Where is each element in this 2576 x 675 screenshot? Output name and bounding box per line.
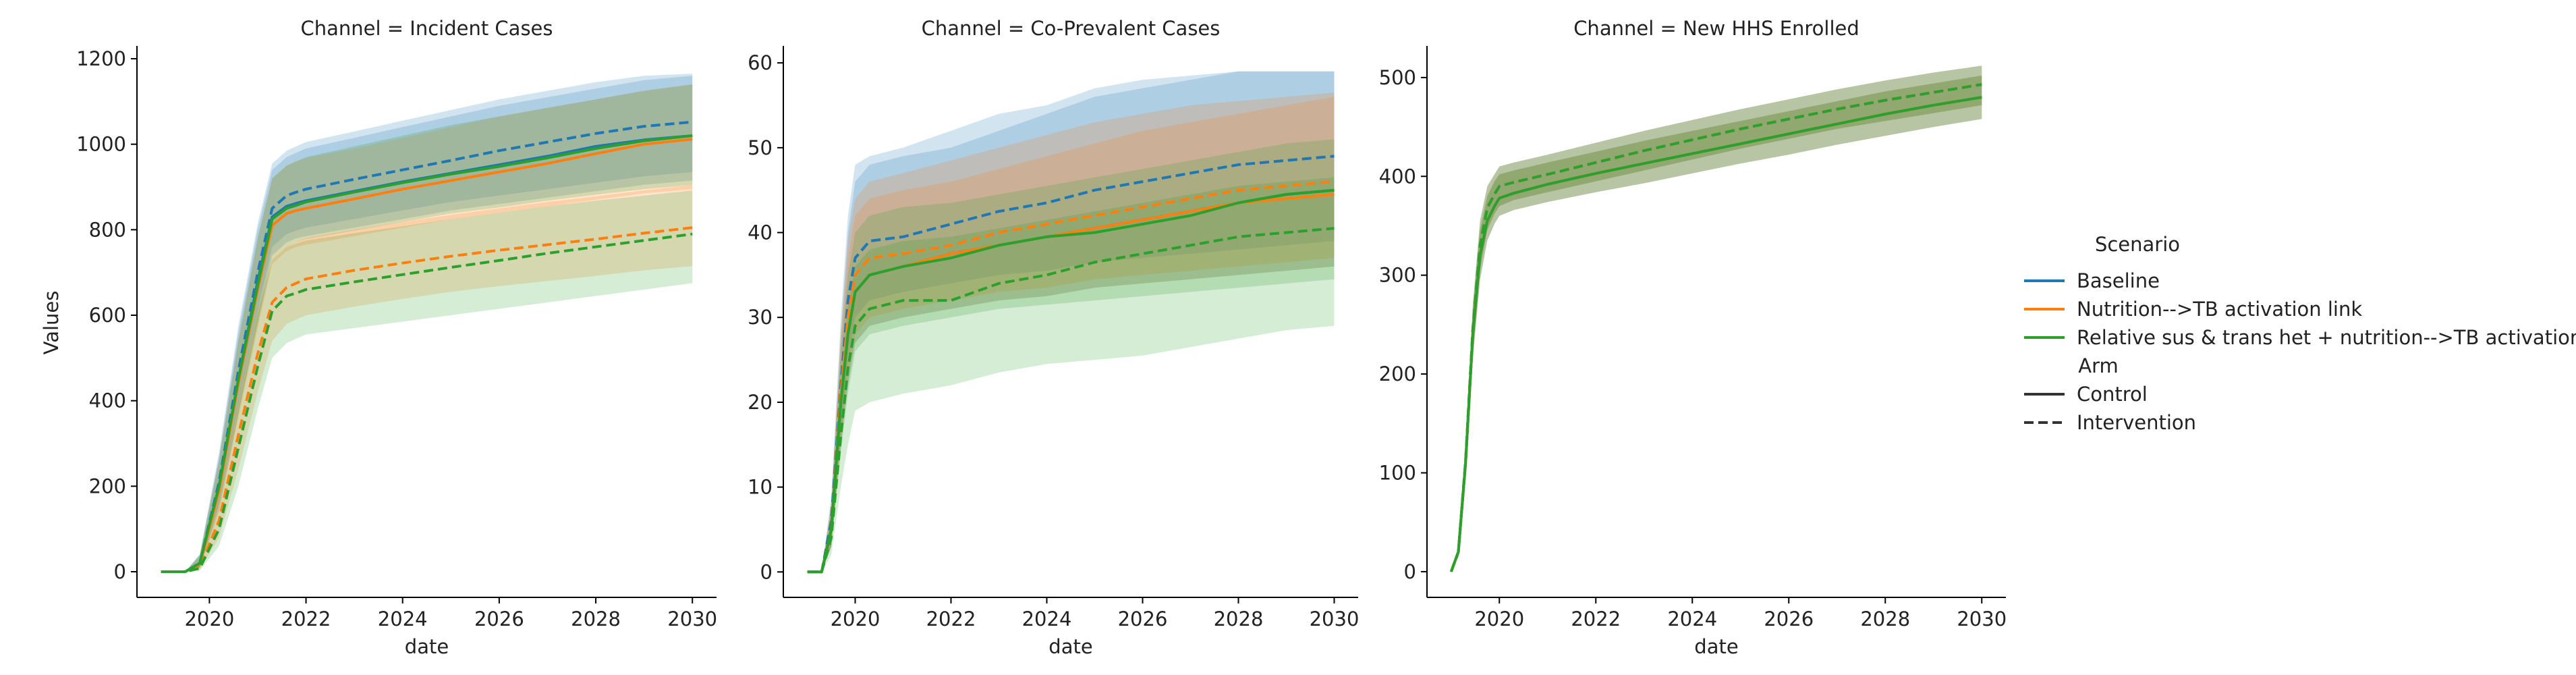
y-tick-label: 400 [1379, 165, 1416, 188]
x-tick-label: 2028 [1214, 608, 1264, 630]
y-tick-label: 300 [1379, 264, 1416, 287]
x-tick-label: 2030 [1957, 608, 2007, 630]
y-tick-label: 1000 [76, 133, 126, 156]
x-axis-label: date [405, 635, 449, 658]
band-nutrition-tb-activation-link-intervention [161, 184, 693, 572]
panel-title: Channel = New HHS Enrolled [1573, 17, 1859, 40]
x-tick-label: 2022 [926, 608, 976, 630]
legend-label-relative-sus: Relative sus & trans het + nutrition-->T… [2077, 326, 2576, 349]
legend: Scenario Baseline Nutrition-->TB activat… [2024, 233, 2576, 434]
x-tick-label: 2024 [378, 608, 428, 630]
y-tick-label: 600 [89, 304, 126, 327]
x-tick-label: 2028 [1860, 608, 1910, 630]
y-tick-label: 10 [748, 476, 773, 499]
panel-title: Channel = Co-Prevalent Cases [922, 17, 1221, 40]
y-tick-label: 100 [1379, 462, 1416, 485]
y-tick-label: 30 [748, 306, 773, 329]
y-tick-label: 400 [89, 389, 126, 412]
x-tick-label: 2030 [1310, 608, 1360, 630]
panel-2: Channel = Co-Prevalent Cases 2020 2022 2024… [748, 17, 1359, 658]
band-baseline-control [161, 76, 693, 572]
x-tick-label: 2022 [281, 608, 331, 630]
x-tick-label: 2026 [1118, 608, 1168, 630]
legend-label-control: Control [2077, 383, 2148, 406]
y-tick-label: 0 [760, 560, 773, 583]
y-tick-label: 200 [89, 475, 126, 497]
band-relative-sus-trans-het-nutrition-tb-activation-intervention [807, 177, 1335, 572]
x-axis-label: date [1048, 635, 1092, 658]
line-relative-sus-trans-het-nutrition-tb-activation-control [161, 134, 693, 573]
panel-3: Channel = New HHS Enrolled 2020 2022 2024 20… [1379, 17, 2007, 658]
y-tick-label: 0 [114, 560, 126, 583]
x-tick-label: 2026 [1764, 608, 1814, 630]
line-relative-sus-trans-het-nutrition-tb-activation-intervention [161, 232, 693, 573]
y-axis-label: Values [40, 291, 63, 355]
x-axis-label: date [1694, 635, 1738, 658]
legend-title-arm: Arm [2078, 354, 2119, 377]
x-tick-label: 2026 [474, 608, 524, 630]
x-tick-label: 2024 [1022, 608, 1072, 630]
band-baseline-control [1451, 75, 1982, 572]
y-tick-label: 60 [748, 51, 773, 74]
x-tick-label: 2022 [1571, 608, 1621, 630]
y-tick-label: 20 [748, 391, 773, 414]
panels: Channel = Incident Cases 2020 2022 2024 2026… [76, 17, 2007, 658]
x-tick-label: 2028 [571, 608, 621, 630]
legend-label-baseline: Baseline [2077, 269, 2160, 292]
y-tick-label: 0 [1404, 560, 1416, 583]
line-relative-sus-trans-het-nutrition-tb-activation-intervention [1449, 83, 1982, 572]
legend-title-scenario: Scenario [2095, 233, 2180, 256]
y-tick-label: 800 [89, 218, 126, 241]
y-tick-label: 200 [1379, 362, 1416, 385]
band-baseline-intervention [161, 74, 693, 572]
y-tick-label: 500 [1379, 66, 1416, 89]
band-nutrition-tb-activation-link-control [1451, 75, 1982, 572]
band-nutrition-tb-activation-link-control [807, 97, 1335, 572]
x-tick-label: 2024 [1667, 608, 1717, 630]
y-tick-label: 1200 [76, 47, 126, 70]
x-tick-label: 2030 [667, 608, 717, 630]
line-relative-sus-trans-het-nutrition-tb-activation-control [1449, 96, 1982, 572]
panel-1: Channel = Incident Cases 2020 2022 2024 2026… [76, 17, 717, 658]
x-tick-label: 2020 [1474, 608, 1524, 630]
x-tick-label: 2020 [831, 608, 880, 630]
legend-label-nutrition: Nutrition-->TB activation link [2077, 298, 2362, 321]
line-relative-sus-trans-het-nutrition-tb-activation-intervention [807, 227, 1335, 574]
x-tick-label: 2020 [184, 608, 234, 630]
y-tick-label: 50 [748, 136, 773, 159]
band-relative-sus-trans-het-nutrition-tb-activation-intervention [161, 190, 693, 572]
legend-label-intervention: Intervention [2077, 411, 2196, 434]
line-baseline-intervention [161, 120, 693, 573]
panel-title: Channel = Incident Cases [300, 17, 553, 40]
y-tick-label: 40 [748, 221, 773, 244]
line-relative-sus-trans-het-nutrition-tb-activation-control [807, 188, 1335, 574]
band-relative-sus-trans-het-nutrition-tb-activation-control [1451, 75, 1982, 572]
